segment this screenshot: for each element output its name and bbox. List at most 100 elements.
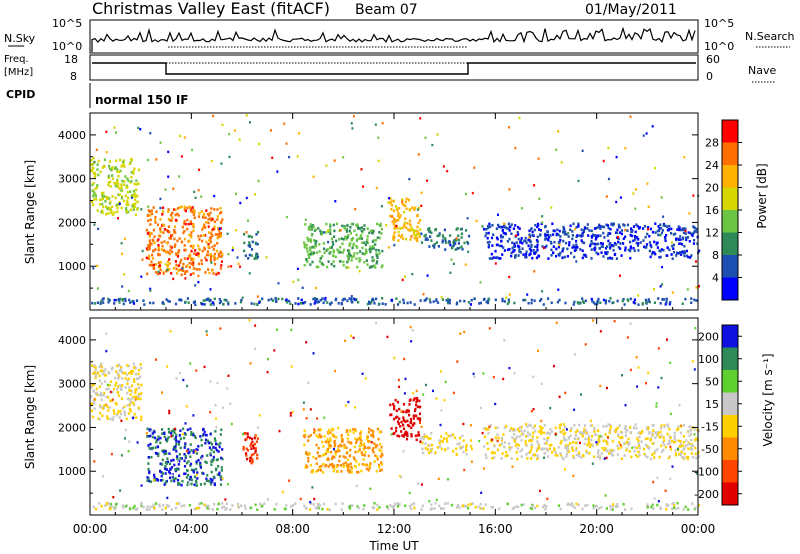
range-cell xyxy=(697,503,700,507)
range-cell xyxy=(197,445,200,448)
range-cell xyxy=(607,436,609,439)
range-cell xyxy=(530,298,533,302)
range-cell xyxy=(623,303,626,306)
range-cell xyxy=(562,433,565,436)
range-cell xyxy=(196,471,199,474)
range-cell xyxy=(247,219,249,222)
range-cell xyxy=(174,468,177,471)
range-cell xyxy=(365,241,368,244)
range-cell xyxy=(183,459,186,463)
range-cell xyxy=(629,297,632,301)
range-cell xyxy=(441,234,444,237)
range-cell xyxy=(192,213,195,216)
range-cell xyxy=(94,173,97,176)
range-cell xyxy=(122,183,126,186)
range-cell xyxy=(174,447,177,451)
range-cell xyxy=(693,238,696,242)
range-cell xyxy=(618,424,621,427)
range-cell xyxy=(672,506,675,510)
range-cell xyxy=(132,208,135,211)
range-cell xyxy=(333,264,336,268)
range-cell xyxy=(455,237,458,240)
range-cell xyxy=(545,442,548,445)
range-cell xyxy=(129,393,132,396)
range-cell xyxy=(91,169,94,173)
range-cell xyxy=(239,265,241,268)
range-cell xyxy=(562,239,565,243)
range-cell xyxy=(673,434,676,438)
range-cell xyxy=(396,400,400,404)
range-cell xyxy=(365,250,368,253)
range-cell xyxy=(323,416,326,419)
range-cell xyxy=(502,433,505,436)
range-cell xyxy=(180,273,183,277)
range-cell xyxy=(121,384,124,387)
range-cell xyxy=(190,257,193,260)
range-cell xyxy=(564,301,567,305)
range-cell xyxy=(189,220,192,223)
range-cell xyxy=(227,265,230,268)
range-cell xyxy=(635,356,638,359)
range-cell xyxy=(646,456,649,459)
range-cell xyxy=(581,454,584,457)
range-cell xyxy=(348,469,351,472)
range-cell xyxy=(152,249,155,253)
range-cell xyxy=(397,378,400,382)
range-cell xyxy=(221,123,224,127)
range-cell xyxy=(347,257,350,260)
range-cell xyxy=(402,225,405,228)
range-cell xyxy=(329,225,332,228)
range-cell xyxy=(93,198,96,201)
range-cell xyxy=(138,394,141,398)
range-cell xyxy=(579,248,582,251)
range-cell xyxy=(215,233,219,236)
range-cell xyxy=(653,456,656,459)
range-cell xyxy=(421,435,424,439)
range-cell xyxy=(532,426,535,430)
range-cell xyxy=(367,430,370,434)
range-cell xyxy=(448,241,451,245)
range-cell xyxy=(90,386,93,389)
range-cell xyxy=(99,302,102,305)
range-cell xyxy=(536,447,539,450)
range-cell xyxy=(616,453,619,456)
range-cell xyxy=(641,227,645,230)
range-cell xyxy=(581,434,584,438)
range-cell xyxy=(618,231,622,234)
range-cell xyxy=(655,402,658,405)
range-cell xyxy=(659,255,662,259)
nave-label: Nave xyxy=(748,64,776,77)
range-cell xyxy=(243,249,246,253)
range-cell xyxy=(154,221,157,224)
range-cell xyxy=(246,435,249,438)
range-cell xyxy=(398,216,401,219)
range-cell xyxy=(344,228,347,231)
range-cell xyxy=(398,407,401,411)
colorbar-segment xyxy=(722,325,738,348)
range-cell xyxy=(332,434,336,438)
range-cell xyxy=(258,414,261,417)
range-cell xyxy=(588,229,591,232)
range-cell xyxy=(423,433,426,436)
range-cell xyxy=(648,249,651,253)
range-cell xyxy=(664,489,667,492)
range-cell xyxy=(122,163,126,167)
range-cell xyxy=(120,377,124,380)
range-cell xyxy=(146,427,149,431)
range-cell xyxy=(193,483,196,487)
range-cell xyxy=(124,504,127,508)
range-cell xyxy=(444,448,447,451)
range-cell xyxy=(573,255,576,259)
range-cell xyxy=(487,299,490,303)
range-cell xyxy=(350,122,353,125)
range-cell xyxy=(590,297,593,301)
range-cell xyxy=(555,321,558,324)
range-cell xyxy=(245,196,248,200)
range-cell xyxy=(448,301,451,305)
range-cell xyxy=(650,457,653,461)
range-cell xyxy=(644,454,647,457)
range-cell xyxy=(392,238,395,241)
range-cell xyxy=(677,439,680,442)
range-cell xyxy=(315,443,318,447)
